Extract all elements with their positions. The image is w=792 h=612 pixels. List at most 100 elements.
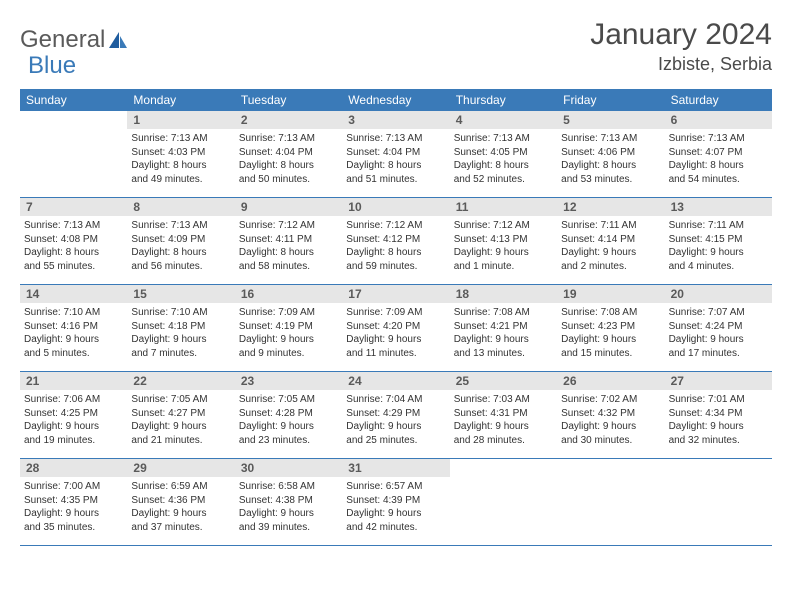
- sunrise-text: Sunrise: 7:00 AM: [24, 480, 123, 494]
- sunrise-text: Sunrise: 6:58 AM: [239, 480, 338, 494]
- sunset-text: Sunset: 4:05 PM: [454, 146, 553, 160]
- day-body: Sunrise: 7:03 AMSunset: 4:31 PMDaylight:…: [450, 390, 557, 451]
- daylight-text: Daylight: 8 hours: [239, 159, 338, 173]
- sunrise-text: Sunrise: 7:11 AM: [669, 219, 768, 233]
- day-number: 9: [235, 198, 342, 216]
- day-body: Sunrise: 7:07 AMSunset: 4:24 PMDaylight:…: [665, 303, 772, 364]
- sunset-text: Sunset: 4:21 PM: [454, 320, 553, 334]
- day-body: Sunrise: 6:59 AMSunset: 4:36 PMDaylight:…: [127, 477, 234, 538]
- day-body: Sunrise: 6:57 AMSunset: 4:39 PMDaylight:…: [342, 477, 449, 538]
- day-cell: 19Sunrise: 7:08 AMSunset: 4:23 PMDayligh…: [557, 285, 664, 371]
- daylight-text: Daylight: 9 hours: [669, 333, 768, 347]
- day-cell: 11Sunrise: 7:12 AMSunset: 4:13 PMDayligh…: [450, 198, 557, 284]
- daylight-text: Daylight: 9 hours: [131, 333, 230, 347]
- day-body: Sunrise: 7:02 AMSunset: 4:32 PMDaylight:…: [557, 390, 664, 451]
- daylight-text: and 54 minutes.: [669, 173, 768, 187]
- month-title: January 2024: [590, 18, 772, 52]
- daylight-text: and 37 minutes.: [131, 521, 230, 535]
- day-cell: 24Sunrise: 7:04 AMSunset: 4:29 PMDayligh…: [342, 372, 449, 458]
- daylight-text: Daylight: 9 hours: [239, 507, 338, 521]
- sunrise-text: Sunrise: 7:09 AM: [346, 306, 445, 320]
- daylight-text: Daylight: 8 hours: [24, 246, 123, 260]
- daylight-text: and 19 minutes.: [24, 434, 123, 448]
- day-cell: 23Sunrise: 7:05 AMSunset: 4:28 PMDayligh…: [235, 372, 342, 458]
- day-body: Sunrise: 7:13 AMSunset: 4:08 PMDaylight:…: [20, 216, 127, 277]
- day-cell: 25Sunrise: 7:03 AMSunset: 4:31 PMDayligh…: [450, 372, 557, 458]
- day-number: 21: [20, 372, 127, 390]
- daylight-text: and 42 minutes.: [346, 521, 445, 535]
- daylight-text: and 25 minutes.: [346, 434, 445, 448]
- daylight-text: and 28 minutes.: [454, 434, 553, 448]
- day-number: 2: [235, 111, 342, 129]
- day-cell: 28Sunrise: 7:00 AMSunset: 4:35 PMDayligh…: [20, 459, 127, 545]
- daylight-text: Daylight: 9 hours: [454, 246, 553, 260]
- daylight-text: and 7 minutes.: [131, 347, 230, 361]
- day-cell: 2Sunrise: 7:13 AMSunset: 4:04 PMDaylight…: [235, 111, 342, 197]
- daylight-text: and 9 minutes.: [239, 347, 338, 361]
- sunrise-text: Sunrise: 7:13 AM: [561, 132, 660, 146]
- day-cell: 29Sunrise: 6:59 AMSunset: 4:36 PMDayligh…: [127, 459, 234, 545]
- sunrise-text: Sunrise: 7:01 AM: [669, 393, 768, 407]
- day-body: Sunrise: 7:05 AMSunset: 4:27 PMDaylight:…: [127, 390, 234, 451]
- day-body: Sunrise: 7:08 AMSunset: 4:21 PMDaylight:…: [450, 303, 557, 364]
- sunset-text: Sunset: 4:14 PM: [561, 233, 660, 247]
- day-number: 23: [235, 372, 342, 390]
- daylight-text: and 58 minutes.: [239, 260, 338, 274]
- day-cell: [20, 111, 127, 197]
- sunset-text: Sunset: 4:23 PM: [561, 320, 660, 334]
- week-row: 1Sunrise: 7:13 AMSunset: 4:03 PMDaylight…: [20, 111, 772, 198]
- daylight-text: and 32 minutes.: [669, 434, 768, 448]
- sunset-text: Sunset: 4:38 PM: [239, 494, 338, 508]
- daylight-text: Daylight: 9 hours: [454, 420, 553, 434]
- daylight-text: Daylight: 9 hours: [346, 507, 445, 521]
- day-body: Sunrise: 7:04 AMSunset: 4:29 PMDaylight:…: [342, 390, 449, 451]
- day-number: 11: [450, 198, 557, 216]
- logo: General: [20, 18, 131, 54]
- day-number: 18: [450, 285, 557, 303]
- day-cell: 9Sunrise: 7:12 AMSunset: 4:11 PMDaylight…: [235, 198, 342, 284]
- daylight-text: Daylight: 9 hours: [454, 333, 553, 347]
- sunrise-text: Sunrise: 7:11 AM: [561, 219, 660, 233]
- day-body: Sunrise: 7:05 AMSunset: 4:28 PMDaylight:…: [235, 390, 342, 451]
- logo-text-general: General: [20, 26, 105, 54]
- week-row: 14Sunrise: 7:10 AMSunset: 4:16 PMDayligh…: [20, 285, 772, 372]
- daylight-text: Daylight: 9 hours: [346, 420, 445, 434]
- day-body: [20, 129, 127, 136]
- sunset-text: Sunset: 4:03 PM: [131, 146, 230, 160]
- day-cell: 15Sunrise: 7:10 AMSunset: 4:18 PMDayligh…: [127, 285, 234, 371]
- weekday-thursday: Thursday: [450, 89, 557, 111]
- sail-icon: [107, 30, 129, 50]
- daylight-text: and 50 minutes.: [239, 173, 338, 187]
- week-row: 7Sunrise: 7:13 AMSunset: 4:08 PMDaylight…: [20, 198, 772, 285]
- day-number: 22: [127, 372, 234, 390]
- daylight-text: and 49 minutes.: [131, 173, 230, 187]
- sunset-text: Sunset: 4:15 PM: [669, 233, 768, 247]
- sunset-text: Sunset: 4:34 PM: [669, 407, 768, 421]
- day-number: 17: [342, 285, 449, 303]
- sunrise-text: Sunrise: 6:57 AM: [346, 480, 445, 494]
- sunrise-text: Sunrise: 7:13 AM: [131, 219, 230, 233]
- day-body: Sunrise: 7:10 AMSunset: 4:16 PMDaylight:…: [20, 303, 127, 364]
- day-cell: 22Sunrise: 7:05 AMSunset: 4:27 PMDayligh…: [127, 372, 234, 458]
- daylight-text: and 21 minutes.: [131, 434, 230, 448]
- day-cell: [450, 459, 557, 545]
- day-number: 10: [342, 198, 449, 216]
- daylight-text: Daylight: 9 hours: [561, 333, 660, 347]
- day-body: Sunrise: 7:13 AMSunset: 4:03 PMDaylight:…: [127, 129, 234, 190]
- day-cell: 21Sunrise: 7:06 AMSunset: 4:25 PMDayligh…: [20, 372, 127, 458]
- day-body: Sunrise: 7:13 AMSunset: 4:05 PMDaylight:…: [450, 129, 557, 190]
- day-number: 31: [342, 459, 449, 477]
- sunrise-text: Sunrise: 7:06 AM: [24, 393, 123, 407]
- daylight-text: Daylight: 9 hours: [24, 507, 123, 521]
- day-number: 19: [557, 285, 664, 303]
- weekday-saturday: Saturday: [665, 89, 772, 111]
- day-body: Sunrise: 7:12 AMSunset: 4:11 PMDaylight:…: [235, 216, 342, 277]
- daylight-text: and 56 minutes.: [131, 260, 230, 274]
- daylight-text: and 5 minutes.: [24, 347, 123, 361]
- day-body: Sunrise: 7:09 AMSunset: 4:20 PMDaylight:…: [342, 303, 449, 364]
- day-cell: 3Sunrise: 7:13 AMSunset: 4:04 PMDaylight…: [342, 111, 449, 197]
- weekday-monday: Monday: [127, 89, 234, 111]
- sunset-text: Sunset: 4:09 PM: [131, 233, 230, 247]
- sunrise-text: Sunrise: 6:59 AM: [131, 480, 230, 494]
- daylight-text: Daylight: 8 hours: [561, 159, 660, 173]
